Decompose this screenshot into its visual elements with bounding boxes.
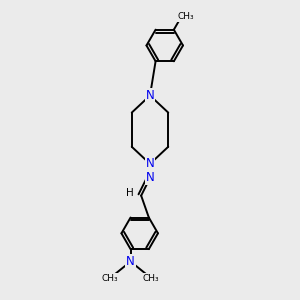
- Text: N: N: [146, 172, 154, 184]
- Text: CH₃: CH₃: [143, 274, 160, 283]
- Text: CH₃: CH₃: [178, 12, 194, 21]
- Text: N: N: [126, 255, 135, 268]
- Text: N: N: [146, 89, 154, 102]
- Text: H: H: [126, 188, 134, 198]
- Text: CH₃: CH₃: [102, 274, 118, 283]
- Text: N: N: [146, 157, 154, 170]
